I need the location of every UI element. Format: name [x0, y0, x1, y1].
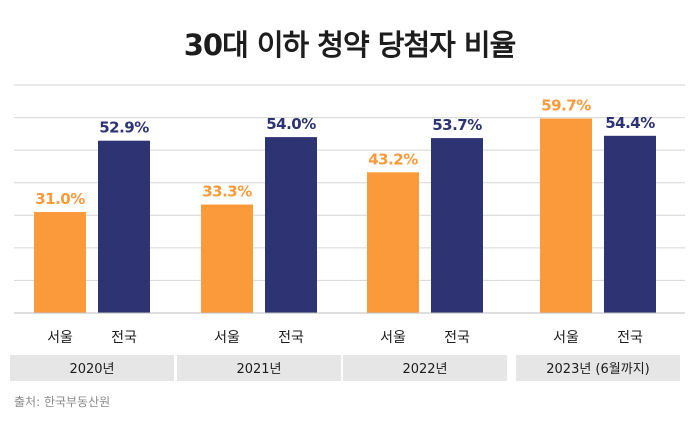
data-label: 52.9% — [99, 119, 149, 137]
bar-전국-0 — [98, 140, 150, 313]
data-label: 54.0% — [266, 115, 316, 133]
source-note: 출처: 한국부동산원 — [14, 395, 111, 409]
year-box — [516, 355, 680, 381]
bar-전국-2 — [431, 138, 483, 313]
page-title: 30대 이하 청약 당첨자 비율 — [183, 28, 517, 62]
data-label: 54.4% — [605, 114, 655, 132]
data-label: 43.2% — [368, 150, 418, 168]
bar-category-label: 전국 — [278, 330, 304, 346]
bar-서울-1 — [201, 204, 253, 313]
year-box — [177, 355, 341, 381]
year-label: 2022년 — [402, 362, 447, 377]
bar-전국-1 — [265, 137, 317, 313]
year-box — [343, 355, 507, 381]
bar-category-label: 전국 — [617, 330, 643, 346]
bar-category-label: 전국 — [111, 330, 137, 346]
bar-서울-2 — [367, 172, 419, 313]
year-label: 2021년 — [236, 362, 281, 377]
data-label: 59.7% — [541, 97, 591, 115]
year-label: 2020년 — [69, 362, 114, 377]
bar-서울-3 — [540, 118, 592, 313]
bar-전국-3 — [604, 135, 656, 313]
bar-category-label: 서울 — [214, 330, 240, 346]
bar-category-label: 서울 — [553, 330, 579, 346]
bar-category-label: 서울 — [380, 330, 406, 346]
bar-category-label: 서울 — [47, 330, 73, 346]
year-label: 2023년 (6월까지) — [546, 362, 649, 377]
bar-category-label: 전국 — [444, 330, 470, 346]
data-label: 33.3% — [202, 183, 252, 201]
data-label: 31.0% — [35, 190, 85, 208]
year-box — [10, 355, 174, 381]
bar-서울-0 — [34, 212, 86, 313]
data-label: 53.7% — [432, 116, 482, 134]
